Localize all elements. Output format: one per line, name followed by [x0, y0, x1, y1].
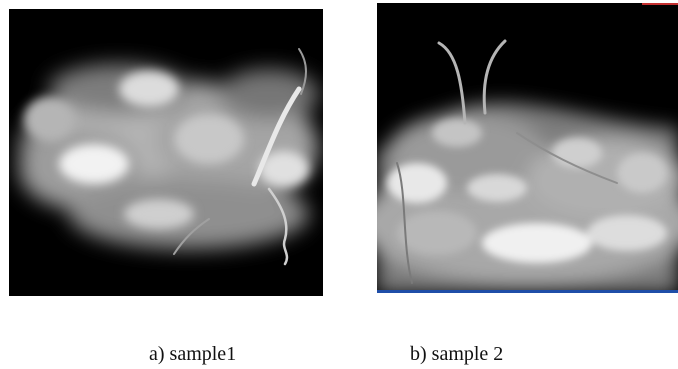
sample-2-image	[377, 3, 678, 293]
top-edge-marker	[642, 3, 678, 5]
bottom-edge-line	[377, 290, 678, 293]
sample-1-image	[9, 9, 323, 296]
caption-sample-2: b) sample 2	[410, 343, 504, 365]
caption-sample-1: a) sample1	[149, 343, 237, 365]
